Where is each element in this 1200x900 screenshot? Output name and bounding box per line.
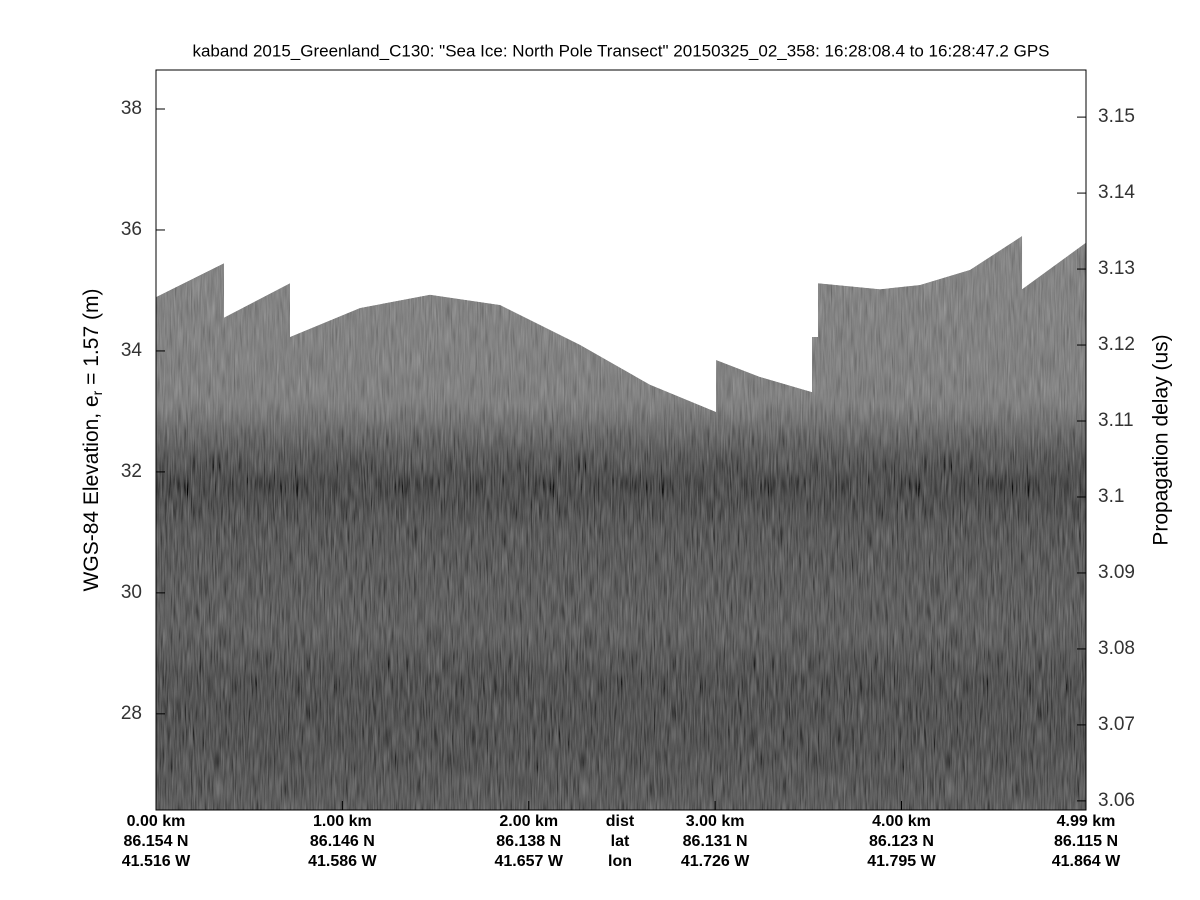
row-label: dist xyxy=(606,813,635,830)
x-tick-label: 1.00 km xyxy=(313,813,372,830)
y2-axis-label: Propagation delay (us) xyxy=(1150,334,1173,545)
x-tick-label: 0.00 km xyxy=(127,813,186,830)
y2-tick-label: 3.1 xyxy=(1098,486,1124,507)
x-tick-label: 4.00 km xyxy=(872,813,931,830)
y-label-rest: = 1.57 (m) xyxy=(80,289,103,391)
y2-tick-label: 3.12 xyxy=(1098,334,1135,355)
y-tick-label: 38 xyxy=(121,98,142,119)
plot-frame xyxy=(155,69,1087,811)
lat-label: 86.154 N xyxy=(124,833,189,850)
lon-label: 41.586 W xyxy=(308,853,377,870)
x-tick-label: 4.99 km xyxy=(1057,813,1116,830)
lat-label: 86.131 N xyxy=(683,833,748,850)
y-tick-label: 28 xyxy=(121,703,142,724)
plot-area xyxy=(156,236,1086,811)
y-axis-label: WGS-84 Elevation, er = 1.57 (m) xyxy=(80,289,105,592)
y2-tick-label: 3.13 xyxy=(1098,258,1135,279)
lon-label: 41.864 W xyxy=(1052,853,1121,870)
row-label: lat xyxy=(611,833,630,850)
y2-tick-label: 3.14 xyxy=(1098,182,1135,203)
chart-title: kaband 2015_Greenland_C130: "Sea Ice: No… xyxy=(192,41,1049,60)
lon-label: 41.726 W xyxy=(681,853,750,870)
echogram-area xyxy=(156,236,1086,811)
lon-label: 41.795 W xyxy=(867,853,936,870)
y2-tick-label: 3.11 xyxy=(1098,410,1134,431)
y-label-subscript: r xyxy=(89,390,105,395)
y-tick-label: 32 xyxy=(121,461,142,482)
y-tick-label: 34 xyxy=(121,340,143,361)
y2-tick-label: 3.09 xyxy=(1098,562,1135,583)
y-label-text: WGS-84 Elevation, e xyxy=(80,395,103,591)
lat-label: 86.123 N xyxy=(869,833,934,850)
y2-tick-label: 3.15 xyxy=(1098,106,1135,127)
lat-label: 86.146 N xyxy=(310,833,375,850)
lon-label: 41.516 W xyxy=(122,853,191,870)
lat-label: 86.115 N xyxy=(1054,833,1118,850)
x-tick-label: 2.00 km xyxy=(499,813,558,830)
echogram xyxy=(156,236,1086,811)
row-label: lon xyxy=(608,853,632,870)
lat-label: 86.138 N xyxy=(496,833,561,850)
y2-tick-label: 3.07 xyxy=(1098,714,1135,735)
lon-label: 41.657 W xyxy=(495,853,564,870)
y-tick-label: 30 xyxy=(121,582,142,603)
y2-tick-label: 3.08 xyxy=(1098,638,1135,659)
y-tick-label: 36 xyxy=(121,219,142,240)
x-tick-label: 3.00 km xyxy=(686,813,745,830)
y2-tick-label: 3.06 xyxy=(1098,790,1135,811)
